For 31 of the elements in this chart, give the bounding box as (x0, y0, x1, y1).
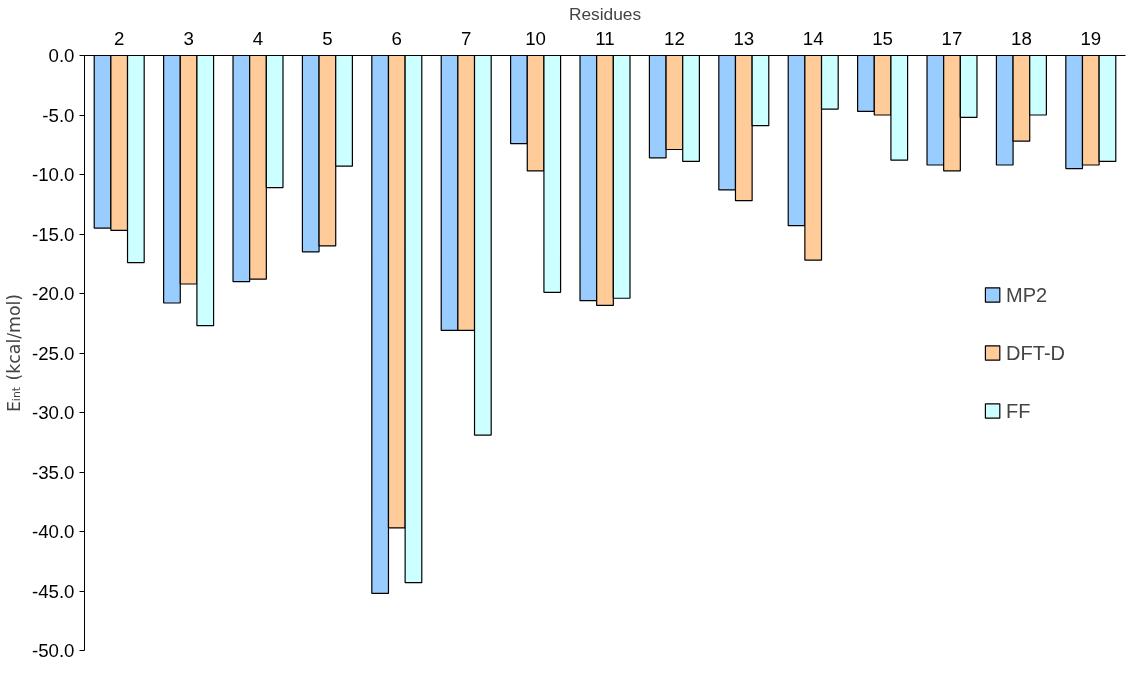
x-tick-label: 13 (733, 27, 755, 49)
y-tick-label: -25.0 (31, 342, 75, 364)
y-tick-label: 0.0 (48, 45, 75, 66)
y-tick-label: -45.0 (31, 580, 75, 602)
x-tick-label: 10 (525, 27, 546, 49)
x-tick-label: 19 (1080, 27, 1102, 49)
x-tick-label: 12 (664, 27, 685, 49)
y-tick-label: -35.0 (31, 461, 75, 483)
x-tick-label: 15 (872, 27, 893, 49)
x-tick-label: 7 (461, 27, 472, 49)
x-tick-label: 11 (595, 27, 615, 49)
x-tick-label: 5 (322, 27, 333, 49)
y-tick-label: -5.0 (42, 104, 75, 126)
x-tick-label: 17 (941, 27, 963, 49)
y-axis-title: Eᵢₙₜ (kcal/mol) (3, 293, 24, 413)
x-tick-label: 18 (1011, 27, 1032, 49)
x-tick-label: 4 (252, 27, 264, 49)
x-tick-label: 14 (802, 27, 824, 49)
y-tick-label: -40.0 (31, 521, 75, 542)
legend-label: FF (1006, 399, 1031, 422)
y-tick-label: -15.0 (31, 223, 75, 245)
y-tick-label: -10.0 (31, 164, 75, 185)
x-tick-label: 3 (183, 27, 194, 49)
legend-label: MP2 (1006, 283, 1048, 306)
y-tick-label: -20.0 (31, 283, 75, 304)
y-tick-label: -50.0 (31, 640, 75, 661)
x-tick-label: 2 (114, 27, 125, 49)
legend-label: DFT-D (1006, 341, 1065, 364)
x-tick-label: 6 (391, 27, 402, 49)
x-axis-title: Residues (568, 3, 642, 24)
y-tick-label: -30.0 (31, 402, 75, 423)
